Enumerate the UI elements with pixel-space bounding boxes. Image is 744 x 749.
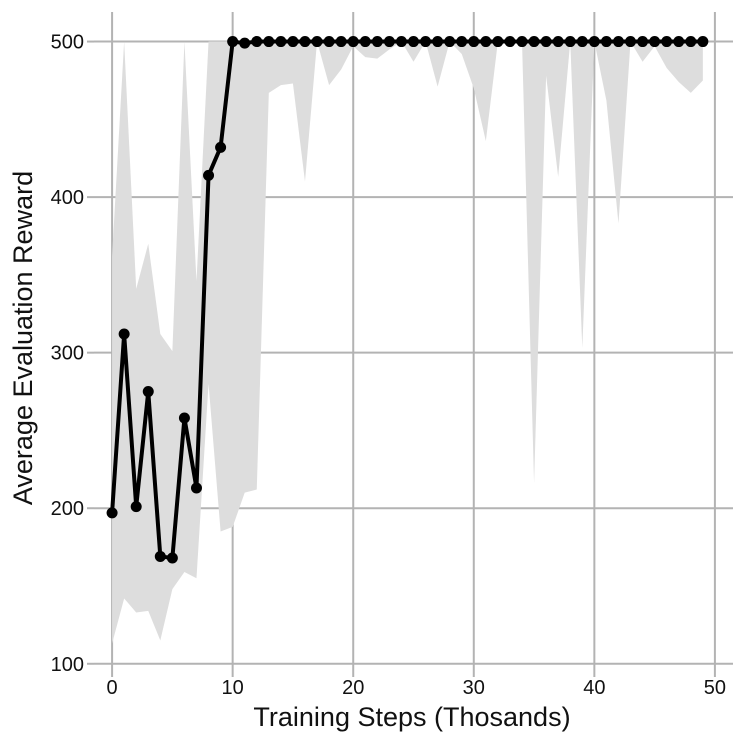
data-point [323, 36, 335, 48]
data-point [287, 36, 299, 48]
data-point [239, 37, 251, 49]
y-tick-label: 200 [51, 498, 84, 520]
data-point [612, 36, 624, 48]
point-layer [106, 36, 709, 564]
data-point [420, 36, 432, 48]
data-point [649, 36, 661, 48]
data-point [600, 36, 612, 48]
x-tick-label: 10 [222, 677, 244, 699]
data-point [540, 36, 552, 48]
data-point [685, 36, 697, 48]
data-point [215, 141, 227, 153]
band-layer [112, 41, 703, 644]
x-tick-label: 40 [583, 677, 605, 699]
data-point [588, 36, 600, 48]
data-point [673, 36, 685, 48]
data-point [299, 36, 311, 48]
data-point [637, 36, 649, 48]
data-point [492, 36, 504, 48]
data-point [227, 36, 239, 48]
data-point [142, 386, 154, 398]
data-point [275, 36, 287, 48]
confidence-band [112, 41, 703, 644]
data-point [311, 36, 323, 48]
tick-layer: 0 10 20 30 40 50 100 200 300 400 500 [51, 32, 726, 699]
data-point [395, 36, 407, 48]
data-point [154, 550, 166, 562]
data-point [347, 36, 359, 48]
data-point [359, 36, 371, 48]
data-point [564, 36, 576, 48]
data-point [251, 36, 263, 48]
data-point [203, 169, 215, 181]
y-tick-label: 400 [51, 187, 84, 209]
data-point [552, 36, 564, 48]
x-axis-title: Training Steps (Thosands) [253, 702, 570, 732]
y-tick-label: 500 [51, 32, 84, 54]
data-point [408, 36, 419, 48]
data-point [456, 36, 468, 48]
x-tick-label: 20 [342, 677, 364, 699]
y-tick-label: 300 [51, 343, 84, 365]
data-point [190, 482, 202, 494]
data-point [661, 36, 673, 48]
data-point [106, 507, 118, 519]
data-point [576, 36, 588, 48]
x-tick-label: 30 [463, 677, 485, 699]
data-point [178, 412, 190, 424]
data-point [625, 36, 637, 48]
data-point [697, 36, 709, 48]
data-point [383, 36, 395, 48]
y-tick-label: 100 [51, 654, 84, 676]
data-point [371, 36, 383, 48]
y-axis-title: Average Evaluation Reward [8, 171, 38, 505]
data-point [166, 552, 178, 564]
data-point [504, 36, 516, 48]
data-point [263, 36, 275, 48]
data-point [130, 501, 142, 513]
data-point [444, 36, 456, 48]
data-point [432, 36, 444, 48]
data-point [480, 36, 492, 48]
x-tick-label: 50 [704, 677, 726, 699]
data-point [516, 36, 528, 48]
data-point [468, 36, 480, 48]
data-point [335, 36, 347, 48]
data-point [528, 36, 540, 48]
x-tick-label: 0 [107, 677, 118, 699]
data-point [118, 328, 130, 340]
